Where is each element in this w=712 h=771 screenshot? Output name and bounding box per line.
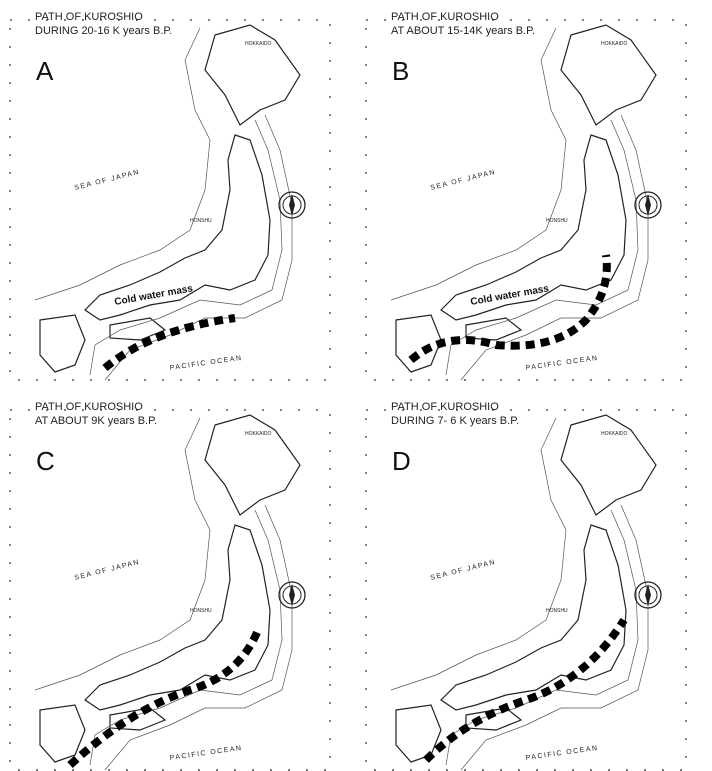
panel-letter: D [392,446,411,476]
map-panel: PATH OF KUROSHIO AT ABOUT 15-14K years B.… [366,11,686,380]
map-panel: PATH OF KUROSHIO AT ABOUT 9K years B.P. C S… [10,401,330,770]
panel-title: DURING 20-16 K years B.P. [35,25,172,37]
island-label: HONSHU [190,218,212,224]
map-panel: PATH OF KUROSHIO DURING 7- 6 K years B.P.… [366,401,686,770]
ocean-label: PACIFIC OCEAN [525,745,599,762]
panel-letter: C [36,446,55,476]
ocean-label: PACIFIC OCEAN [525,355,599,372]
japan-map [366,410,686,770]
japan-map [366,20,686,380]
japan-map [10,20,330,380]
island-label: HOKKAIDO [245,431,272,437]
island-label: HONSHU [546,218,568,224]
sea-label: SEA OF JAPAN [430,559,497,582]
island-label: HONSHU [190,608,212,614]
map-panel: PATH OF KUROSHIO DURING 20-16 K years B.P… [10,11,330,380]
ocean-label: PACIFIC OCEAN [169,355,243,372]
sea-label: SEA OF JAPAN [74,169,141,192]
panel-title: AT ABOUT 9K years B.P. [35,415,157,427]
figure: PATH OF KUROSHIO DURING 20-16 K years B.P… [0,0,712,771]
panel-letter: A [36,56,54,86]
ocean-label: PACIFIC OCEAN [169,745,243,762]
kuroshio-path [411,255,607,360]
panel-title: PATH OF KUROSHIO [391,401,499,413]
panel-letter: B [392,56,409,86]
panel-title: PATH OF KUROSHIO [35,11,143,23]
island-label: HONSHU [546,608,568,614]
sea-label: SEA OF JAPAN [74,559,141,582]
japan-map [10,410,330,770]
island-label: HOKKAIDO [245,41,272,47]
panel-title: AT ABOUT 15-14K years B.P. [391,25,535,37]
island-label: HOKKAIDO [601,41,628,47]
sea-label: SEA OF JAPAN [430,169,497,192]
kuroshio-path [426,620,624,760]
panel-title: PATH OF KUROSHIO [391,11,499,23]
kuroshio-path [70,630,258,765]
panel-title: PATH OF KUROSHIO [35,401,143,413]
island-label: HOKKAIDO [601,431,628,437]
panel-title: DURING 7- 6 K years B.P. [391,415,519,427]
